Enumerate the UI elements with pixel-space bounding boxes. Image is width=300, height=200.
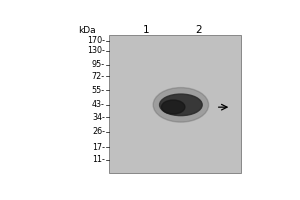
Ellipse shape (160, 94, 202, 116)
Text: 34-: 34- (92, 113, 105, 122)
Ellipse shape (153, 88, 208, 122)
Text: 130-: 130- (87, 46, 105, 55)
Text: 17-: 17- (92, 143, 105, 152)
Ellipse shape (161, 100, 185, 114)
Text: kDa: kDa (78, 26, 96, 35)
Text: 1: 1 (142, 25, 149, 35)
Bar (109, 35, 241, 173)
Text: 2: 2 (195, 25, 202, 35)
Text: 55-: 55- (92, 86, 105, 95)
Text: 11-: 11- (92, 155, 105, 164)
Text: 72-: 72- (92, 72, 105, 81)
Text: 43-: 43- (92, 100, 105, 109)
Text: 95-: 95- (92, 60, 105, 69)
Text: 26-: 26- (92, 127, 105, 136)
Text: 170-: 170- (87, 36, 105, 45)
